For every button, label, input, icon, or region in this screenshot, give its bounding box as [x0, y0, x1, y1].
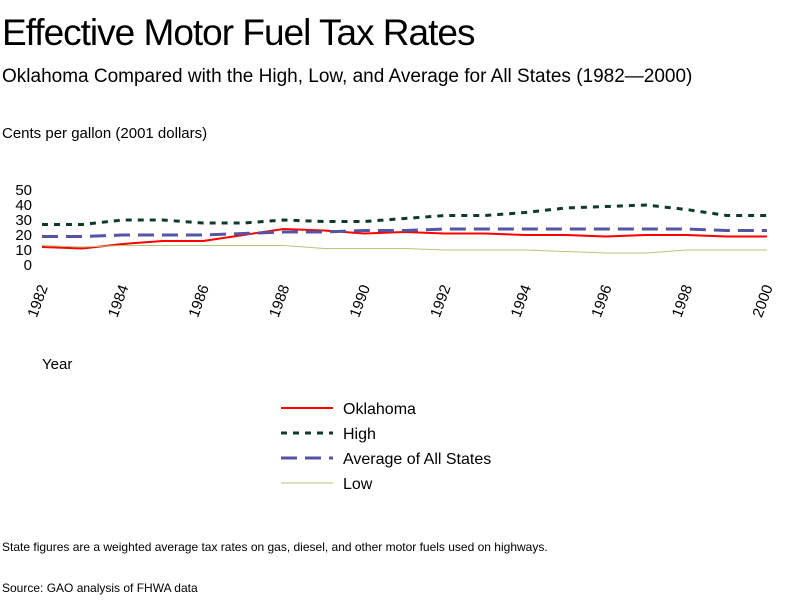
x-tick-label: 2000 [749, 283, 776, 320]
legend-label-high: High [343, 426, 376, 443]
x-tick-label: 1990 [347, 283, 374, 320]
y-tick-label: 10 [15, 242, 32, 259]
footnote: State figures are a weighted average tax… [2, 540, 548, 554]
x-tick-label: 1992 [427, 283, 454, 320]
x-tick-label: 1988 [266, 283, 293, 320]
chart-title: Effective Motor Fuel Tax Rates [2, 12, 475, 53]
y-tick-label: 40 [15, 197, 32, 214]
y-tick-label: 50 [15, 182, 32, 199]
legend-label-average-of-all-states: Average of All States [343, 451, 491, 468]
y-tick-label: 20 [15, 227, 32, 244]
series-line-low [41, 245, 767, 254]
x-axis-label: Year [42, 356, 73, 373]
x-tick-label: 1984 [105, 283, 132, 320]
y-tick-label: 0 [24, 257, 32, 274]
y-tick-label: 30 [15, 212, 32, 229]
legend-label-oklahoma: Oklahoma [343, 401, 416, 418]
x-tick-label: 1982 [24, 283, 51, 320]
plot-area [41, 203, 767, 254]
x-axis: 1982 1984 1986 1988 1990 1992 1994 1996 1998 2000 [24, 283, 776, 320]
legend-label-low: Low [343, 476, 373, 493]
x-tick-label: 1998 [669, 283, 696, 320]
series-line-average-of-all-states [42, 227, 767, 238]
legend: Oklahoma High Average of All States Low [281, 401, 491, 493]
source-note: Source: GAO analysis of FHWA data [2, 581, 198, 595]
x-tick-label: 1996 [588, 283, 615, 320]
chart-subtitle: Oklahoma Compared with the High, Low, an… [2, 66, 693, 87]
series-line-high [42, 203, 767, 226]
x-tick-label: 1994 [508, 283, 535, 320]
x-tick-label: 1986 [185, 283, 212, 320]
y-axis-unit-label: Cents per gallon (2001 dollars) [2, 125, 208, 142]
